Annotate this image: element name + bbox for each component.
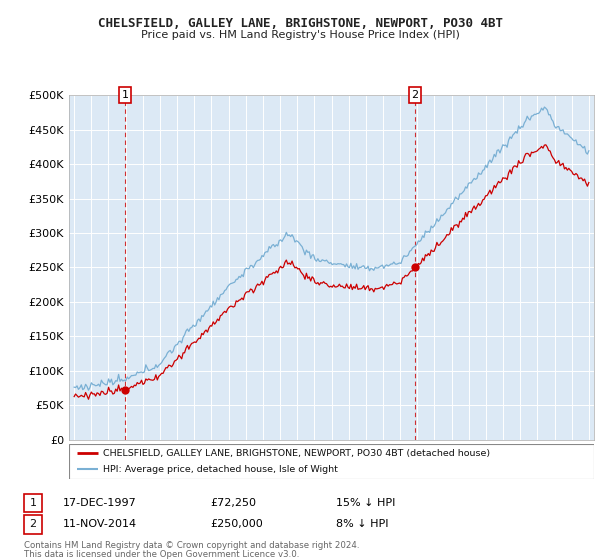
Text: 8% ↓ HPI: 8% ↓ HPI [336,520,389,529]
Text: 15% ↓ HPI: 15% ↓ HPI [336,498,395,508]
Text: 1: 1 [121,90,128,100]
Text: CHELSFIELD, GALLEY LANE, BRIGHSTONE, NEWPORT, PO30 4BT (detached house): CHELSFIELD, GALLEY LANE, BRIGHSTONE, NEW… [103,449,490,458]
Text: CHELSFIELD, GALLEY LANE, BRIGHSTONE, NEWPORT, PO30 4BT: CHELSFIELD, GALLEY LANE, BRIGHSTONE, NEW… [97,17,503,30]
Text: 2: 2 [29,520,37,529]
Text: This data is licensed under the Open Government Licence v3.0.: This data is licensed under the Open Gov… [24,550,299,559]
Text: 2: 2 [412,90,418,100]
Text: £250,000: £250,000 [210,520,263,529]
Text: 1: 1 [29,498,37,508]
Text: Contains HM Land Registry data © Crown copyright and database right 2024.: Contains HM Land Registry data © Crown c… [24,541,359,550]
Text: HPI: Average price, detached house, Isle of Wight: HPI: Average price, detached house, Isle… [103,465,338,474]
Text: £72,250: £72,250 [210,498,256,508]
Text: 17-DEC-1997: 17-DEC-1997 [63,498,137,508]
Text: Price paid vs. HM Land Registry's House Price Index (HPI): Price paid vs. HM Land Registry's House … [140,30,460,40]
Text: 11-NOV-2014: 11-NOV-2014 [63,520,137,529]
